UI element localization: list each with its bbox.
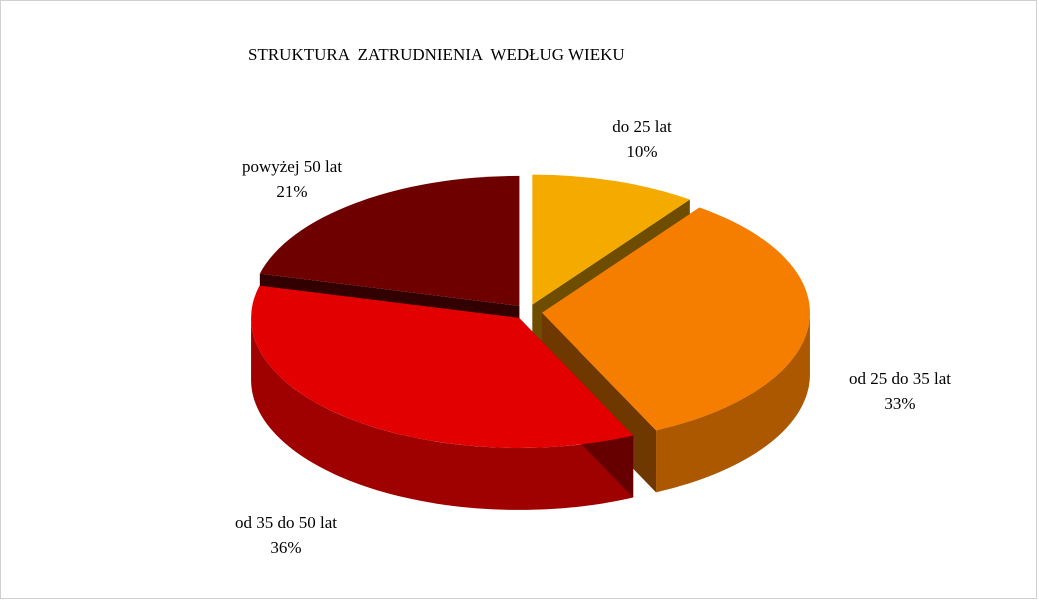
- pie-side: [656, 312, 810, 493]
- data-label: od 35 do 50 lat 36%: [235, 513, 337, 557]
- label-category: od 35 do 50 lat: [235, 513, 337, 532]
- label-category: powyżej 50 lat: [242, 157, 342, 176]
- data-label: od 25 do 35 lat 33%: [849, 369, 951, 413]
- label-category: od 25 do 35 lat: [849, 369, 951, 388]
- pie-slice: [259, 175, 520, 306]
- label-value: 21%: [276, 182, 307, 201]
- pie-tops: [251, 174, 810, 448]
- label-value: 36%: [270, 538, 301, 557]
- pie-slice: [251, 285, 634, 448]
- data-label: powyżej 50 lat 21%: [242, 157, 342, 201]
- label-value: 33%: [884, 394, 915, 413]
- label-category: do 25 lat: [612, 117, 672, 136]
- pie-slice: [541, 207, 810, 431]
- chart-title: STRUKTURA ZATRUDNIENIA WEDŁUG WIEKU: [248, 45, 625, 64]
- pie-slice: [532, 174, 690, 305]
- data-label: do 25 lat 10%: [612, 117, 672, 161]
- label-value: 10%: [626, 142, 657, 161]
- pie-side: [251, 317, 634, 510]
